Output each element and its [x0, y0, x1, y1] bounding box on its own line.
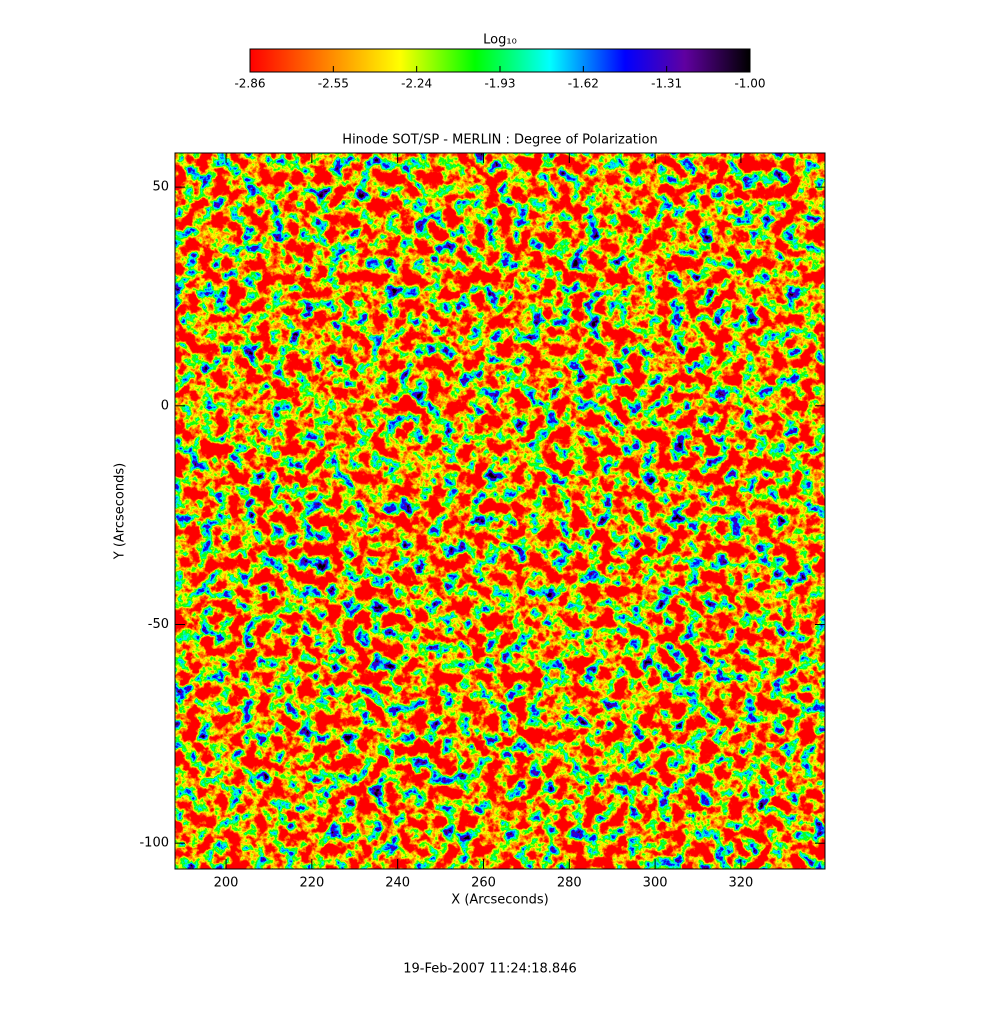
x-tick-label: 300	[643, 876, 668, 891]
x-axis-label: X (Arcseconds)	[451, 893, 548, 908]
y-tick-label: -100	[139, 836, 169, 851]
plot-frame	[174, 152, 826, 870]
x-tick-label: 280	[557, 876, 582, 891]
y-tick-label: 0	[161, 398, 169, 413]
x-tick-label: 260	[471, 876, 496, 891]
colorbar-tick-label: -1.93	[484, 77, 515, 91]
chart-title: Hinode SOT/SP - MERLIN : Degree of Polar…	[342, 133, 657, 148]
y-axis-label: Y (Arcseconds)	[113, 463, 128, 560]
x-tick-label: 200	[214, 876, 239, 891]
colorbar-tick-label: -1.62	[568, 77, 599, 91]
x-tick-label: 320	[728, 876, 753, 891]
colorbar-tick-label: -1.31	[651, 77, 682, 91]
x-tick-label: 240	[385, 876, 410, 891]
colorbar-tick-label: -2.55	[318, 77, 349, 91]
solar-image	[175, 153, 825, 869]
timestamp: 19-Feb-2007 11:24:18.846	[403, 962, 577, 977]
colorbar-tick-label: -2.24	[401, 77, 432, 91]
colorbar-tick-label: -2.86	[234, 77, 265, 91]
y-tick-label: 50	[152, 180, 169, 195]
colorbar-label: Log₁₀	[483, 33, 517, 48]
x-tick-label: 220	[299, 876, 324, 891]
y-tick-label: -50	[148, 617, 169, 632]
colorbar-tick-label: -1.00	[734, 77, 765, 91]
